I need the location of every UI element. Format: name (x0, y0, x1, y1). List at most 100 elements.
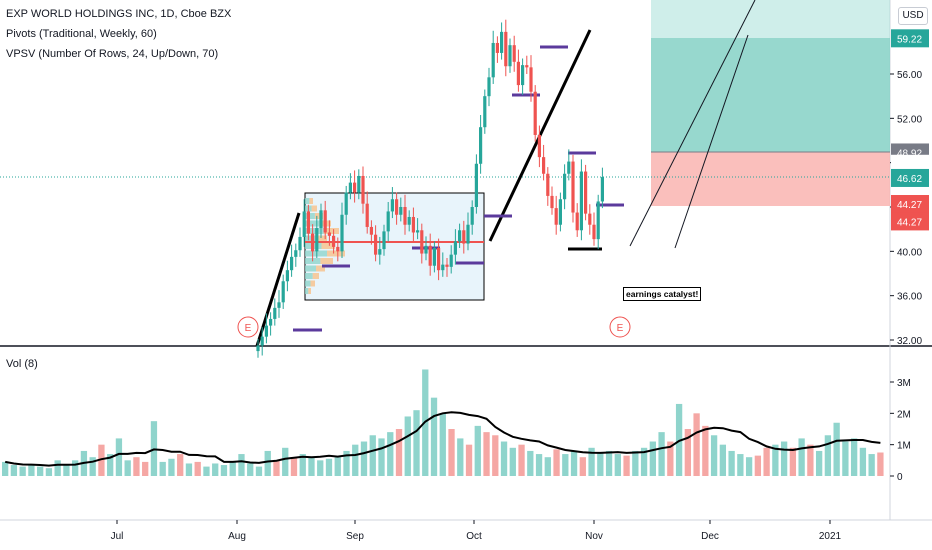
profile-row-up (305, 228, 324, 234)
candle-body (311, 233, 315, 252)
volume-bar (247, 463, 254, 476)
vpsv-legend[interactable]: VPSV (Number Of Rows, 24, Up/Down, 70) (6, 48, 219, 60)
profile-row-down (321, 243, 335, 249)
profile-row-down (314, 213, 323, 219)
price-badge-label: 44.27 (897, 200, 922, 211)
candle-body (575, 212, 579, 231)
candle-body (592, 224, 596, 240)
volume-bar (387, 432, 394, 476)
volume-bar (334, 457, 341, 476)
candle-body (521, 65, 525, 86)
volume-bar (395, 429, 403, 476)
volume-bar (562, 454, 569, 476)
candle-body (264, 325, 268, 337)
time-tick-label: 2021 (819, 531, 842, 542)
profile-row-down (316, 265, 325, 272)
volume-bar (684, 429, 691, 476)
price-tick-label: 40.00 (897, 247, 922, 258)
volume-bar (570, 450, 578, 476)
candle-body (554, 208, 558, 225)
candle-body (588, 213, 592, 225)
volume-bar (28, 465, 35, 476)
volume-bar (54, 460, 61, 476)
candle-body (529, 67, 533, 92)
volume-bar (457, 438, 464, 476)
volume-bar (824, 435, 832, 476)
earnings-marker-label: E (245, 323, 252, 334)
price-tick-label: 36.00 (897, 292, 922, 303)
volume-bar (194, 461, 201, 476)
candle-body (374, 234, 378, 255)
volume-bar (597, 452, 604, 476)
volume-bar (299, 454, 306, 476)
volume-legend[interactable]: Vol (8) (6, 358, 38, 370)
candle-body (332, 235, 336, 247)
volume-bar (772, 444, 779, 476)
candle-body (378, 249, 382, 255)
candle-body (558, 199, 562, 225)
price-badge-label: 48.92 (897, 160, 922, 171)
price-badge (891, 168, 929, 187)
volume-bar (509, 447, 516, 476)
candle-body (474, 163, 478, 207)
volume-bar (693, 413, 700, 476)
volume-bar (763, 447, 770, 476)
volume-bar (527, 450, 534, 476)
volume-bar (185, 463, 193, 476)
currency-button[interactable]: USD (898, 7, 928, 25)
profile-row-down (327, 250, 345, 257)
volume-bar (220, 465, 228, 476)
candle-body (382, 231, 386, 250)
profile-row-up (305, 280, 311, 287)
candle-body (348, 182, 352, 193)
earnings-marker-aug[interactable]: E (237, 316, 259, 338)
candle-body (269, 318, 273, 326)
profile-row-up (305, 220, 320, 227)
volume-bar (850, 438, 858, 476)
volume-bar (360, 441, 368, 476)
volume-bar (229, 461, 236, 476)
candle-body (491, 42, 495, 78)
price-badge (891, 212, 929, 231)
candle-body (302, 211, 306, 237)
volume-bar (352, 444, 359, 476)
candle-body (416, 230, 420, 233)
candle-body (516, 61, 520, 86)
pivots-legend[interactable]: Pivots (Traditional, Weekly, 60) (6, 28, 157, 40)
candle-body (323, 210, 327, 233)
volume-bar (10, 465, 18, 476)
candle-body (327, 232, 331, 236)
volume-bar (702, 425, 709, 476)
candle-body (361, 175, 365, 204)
volume-bar (623, 455, 630, 476)
volume-bar (614, 454, 621, 476)
candle-body (344, 192, 348, 215)
volume-bar (343, 450, 350, 476)
volume-tick-label: 1M (897, 441, 911, 452)
candle-body (571, 161, 575, 213)
candle-body (319, 210, 323, 229)
price-badge (891, 154, 929, 173)
candle-body (306, 211, 310, 234)
projection-line-1 (629, 0, 756, 247)
price-tick-label: 52.00 (897, 114, 922, 125)
candle-body (285, 270, 289, 282)
candle-body (470, 207, 474, 225)
volume-bar (2, 461, 9, 476)
candle-body (298, 236, 302, 251)
candle-body (584, 171, 588, 214)
earnings-marker-nov[interactable]: E (609, 316, 631, 338)
volume-bar (605, 450, 613, 476)
volume-bar (168, 458, 175, 476)
candle-body (277, 302, 281, 308)
candle-body (550, 195, 554, 209)
volume-bar (203, 466, 210, 476)
projection-line-2 (674, 34, 749, 249)
volume-bar (649, 441, 656, 476)
volume-bar (474, 425, 481, 476)
time-tick-label: Aug (228, 531, 246, 542)
time-axis-ticks: Jul Aug Sep Oct Nov Dec 2021 (111, 520, 842, 542)
price-badge-label: 46.62 (897, 174, 922, 185)
